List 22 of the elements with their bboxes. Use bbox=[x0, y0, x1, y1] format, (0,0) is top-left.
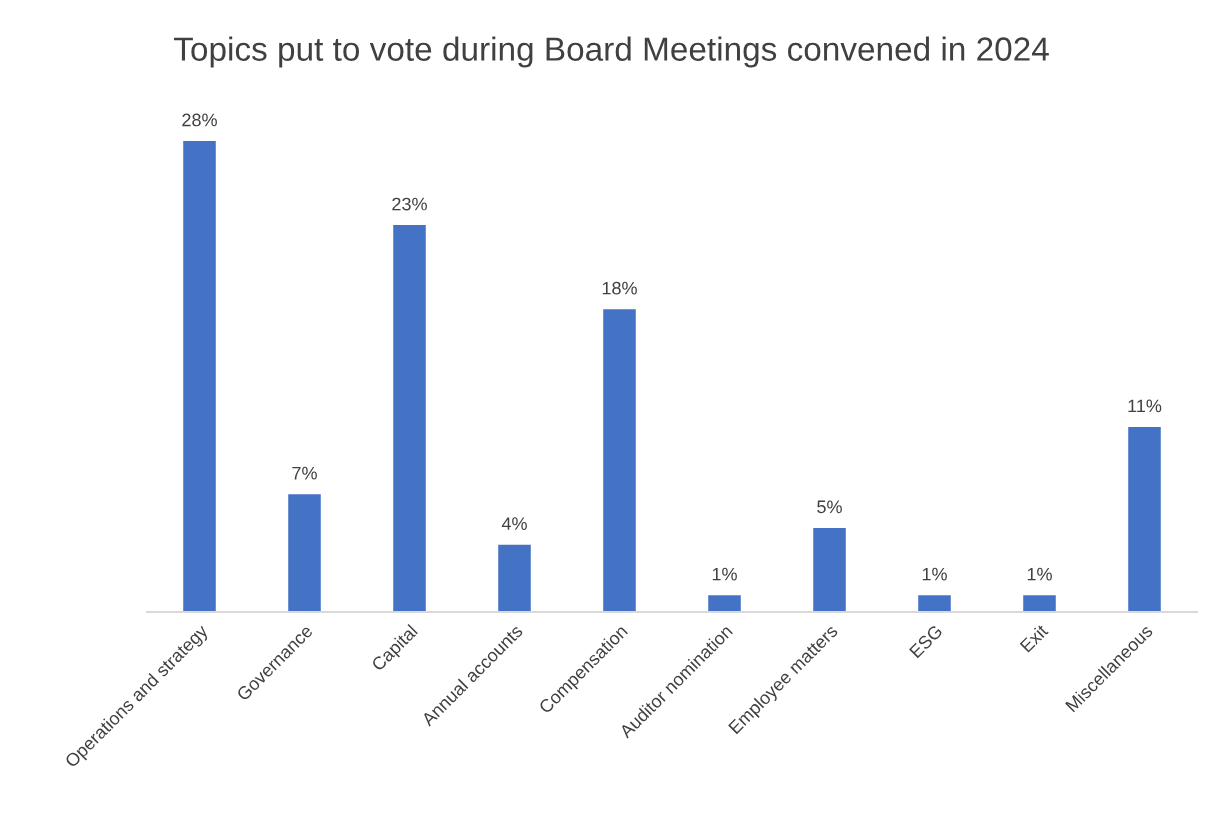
data-label: 28% bbox=[182, 113, 217, 127]
data-label: 11% bbox=[1128, 399, 1162, 413]
data-label: 1% bbox=[1027, 567, 1052, 581]
bar bbox=[1023, 595, 1056, 612]
data-label: 4% bbox=[501, 517, 527, 530]
bar bbox=[813, 527, 846, 612]
x-tick-label: Exit bbox=[1019, 623, 1049, 653]
data-label: 5% bbox=[817, 500, 842, 514]
data-label: 1% bbox=[712, 567, 737, 581]
bar bbox=[393, 225, 426, 612]
bar bbox=[183, 141, 216, 612]
bar bbox=[288, 494, 321, 612]
bar bbox=[603, 309, 636, 612]
bar bbox=[918, 595, 951, 612]
bar bbox=[498, 544, 531, 612]
data-label: 23% bbox=[392, 197, 427, 211]
bar bbox=[708, 595, 741, 612]
chart-title: Topics put to vote during Board Meetings convened in 2024 bbox=[174, 36, 1049, 68]
data-label: 7% bbox=[292, 466, 317, 480]
bar bbox=[1128, 426, 1161, 612]
data-label: 1% bbox=[922, 567, 947, 581]
data-label: 18% bbox=[602, 281, 637, 295]
